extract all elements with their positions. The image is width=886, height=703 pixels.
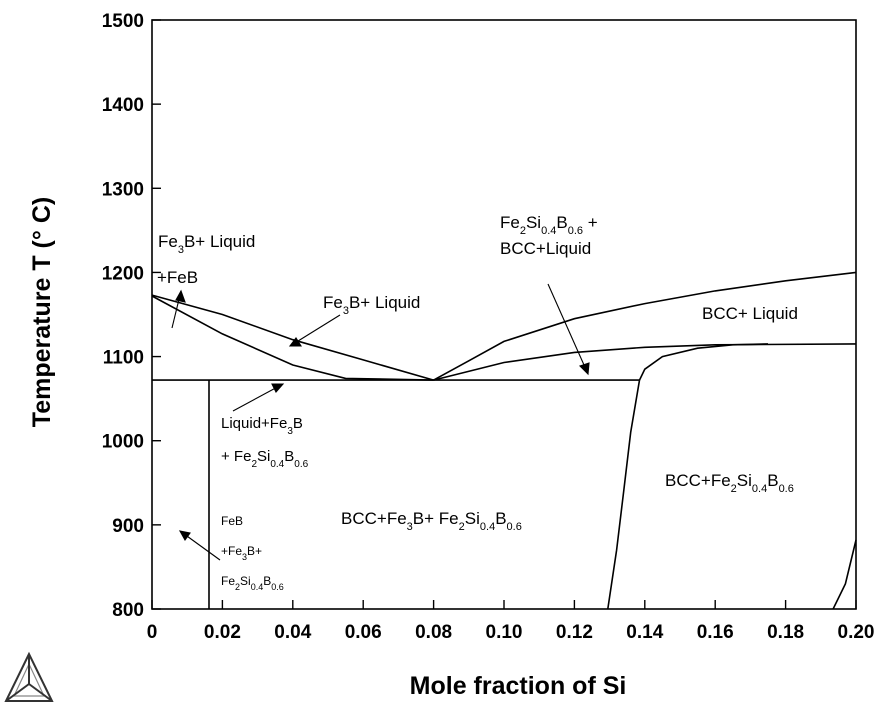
label-fe2si-bcc-liquid-1: Fe2Si0.4B0.6 + — [500, 213, 598, 237]
x-tick-label: 0.02 — [204, 622, 241, 643]
y-tick-label: 1000 — [102, 432, 144, 453]
y-axis-label: Temperature T (° C) — [28, 197, 56, 427]
label-fe3b-liquid-1: Fe3B+ Liquid — [158, 232, 255, 256]
label-bcc-liquid: BCC+ Liquid — [702, 304, 798, 323]
label-feb-2: +Fe3B+ — [221, 544, 262, 562]
arrow-fe2si-bcc-liquid — [547, 283, 589, 375]
x-tick-label: 0.06 — [345, 622, 382, 643]
label-feb-plus: +FeB — [157, 268, 198, 287]
label-liquid-fe3b-2: + Fe2Si0.4B0.6 — [221, 448, 309, 470]
label-liquid-fe3b-1: Liquid+Fe3B — [221, 415, 303, 437]
x-tick-label: 0.18 — [767, 622, 804, 643]
x-tick-label: 0 — [147, 622, 158, 643]
label-feb-3: Fe2Si0.4B0.6 — [221, 574, 284, 592]
x-tick-label: 0.04 — [274, 622, 311, 643]
y-tick-label: 900 — [112, 516, 144, 537]
phase-boundary-line-6 — [607, 379, 641, 610]
arrow-liquid-fe3b-head — [271, 383, 285, 393]
x-tick-label: 0.14 — [626, 622, 663, 643]
label-fe2si-bcc-liquid-2: BCC+Liquid — [500, 239, 591, 258]
phase-boundary-line-1 — [151, 294, 434, 381]
x-tick-label: 0.12 — [556, 622, 593, 643]
arrow-fe2si-bcc-liquid-head — [578, 362, 590, 376]
x-tick-label: 0.08 — [415, 622, 452, 643]
x-tick-label: 0.20 — [838, 622, 875, 643]
y-tick-label: 1400 — [102, 95, 144, 116]
annotation-arrows — [171, 283, 590, 561]
x-tick-label: 0.16 — [697, 622, 734, 643]
label-bcc-fe3b-fe2si: BCC+Fe3B+ Fe2Si0.4B0.6 — [341, 509, 522, 533]
y-tick-label: 1100 — [103, 348, 144, 369]
y-tick-label: 1200 — [102, 263, 144, 284]
y-tick-label: 1300 — [102, 179, 144, 200]
y-tick-label: 800 — [112, 600, 144, 621]
arrow-feb-region-head — [178, 530, 191, 542]
phase-boundary-line-2 — [151, 295, 434, 381]
label-feb-1: FeB — [221, 514, 243, 528]
phase-boundary-line-3 — [433, 271, 857, 381]
arrow-fe3b-liquid-head — [288, 337, 302, 347]
arrow-feb-head — [175, 289, 186, 303]
software-logo — [4, 651, 54, 702]
y-tick-label: 1500 — [102, 11, 144, 32]
label-bcc-fe2si: BCC+Fe2Si0.4B0.6 — [665, 471, 794, 495]
phase-boundaries — [151, 271, 857, 610]
x-axis-label: Mole fraction of Si — [410, 672, 627, 700]
phase-boundary-line-5 — [638, 343, 769, 381]
phase-boundary-line-8 — [832, 539, 857, 610]
label-fe3b-liquid-2: Fe3B+ Liquid — [323, 293, 420, 317]
axis-ticks: 0 0.02 0.04 0.06 0.08 0.10 0.12 0.14 0.16 0.18 0.2… — [102, 11, 875, 643]
phase-boundary-line-4 — [433, 343, 857, 381]
x-tick-label: 0.10 — [486, 622, 523, 643]
